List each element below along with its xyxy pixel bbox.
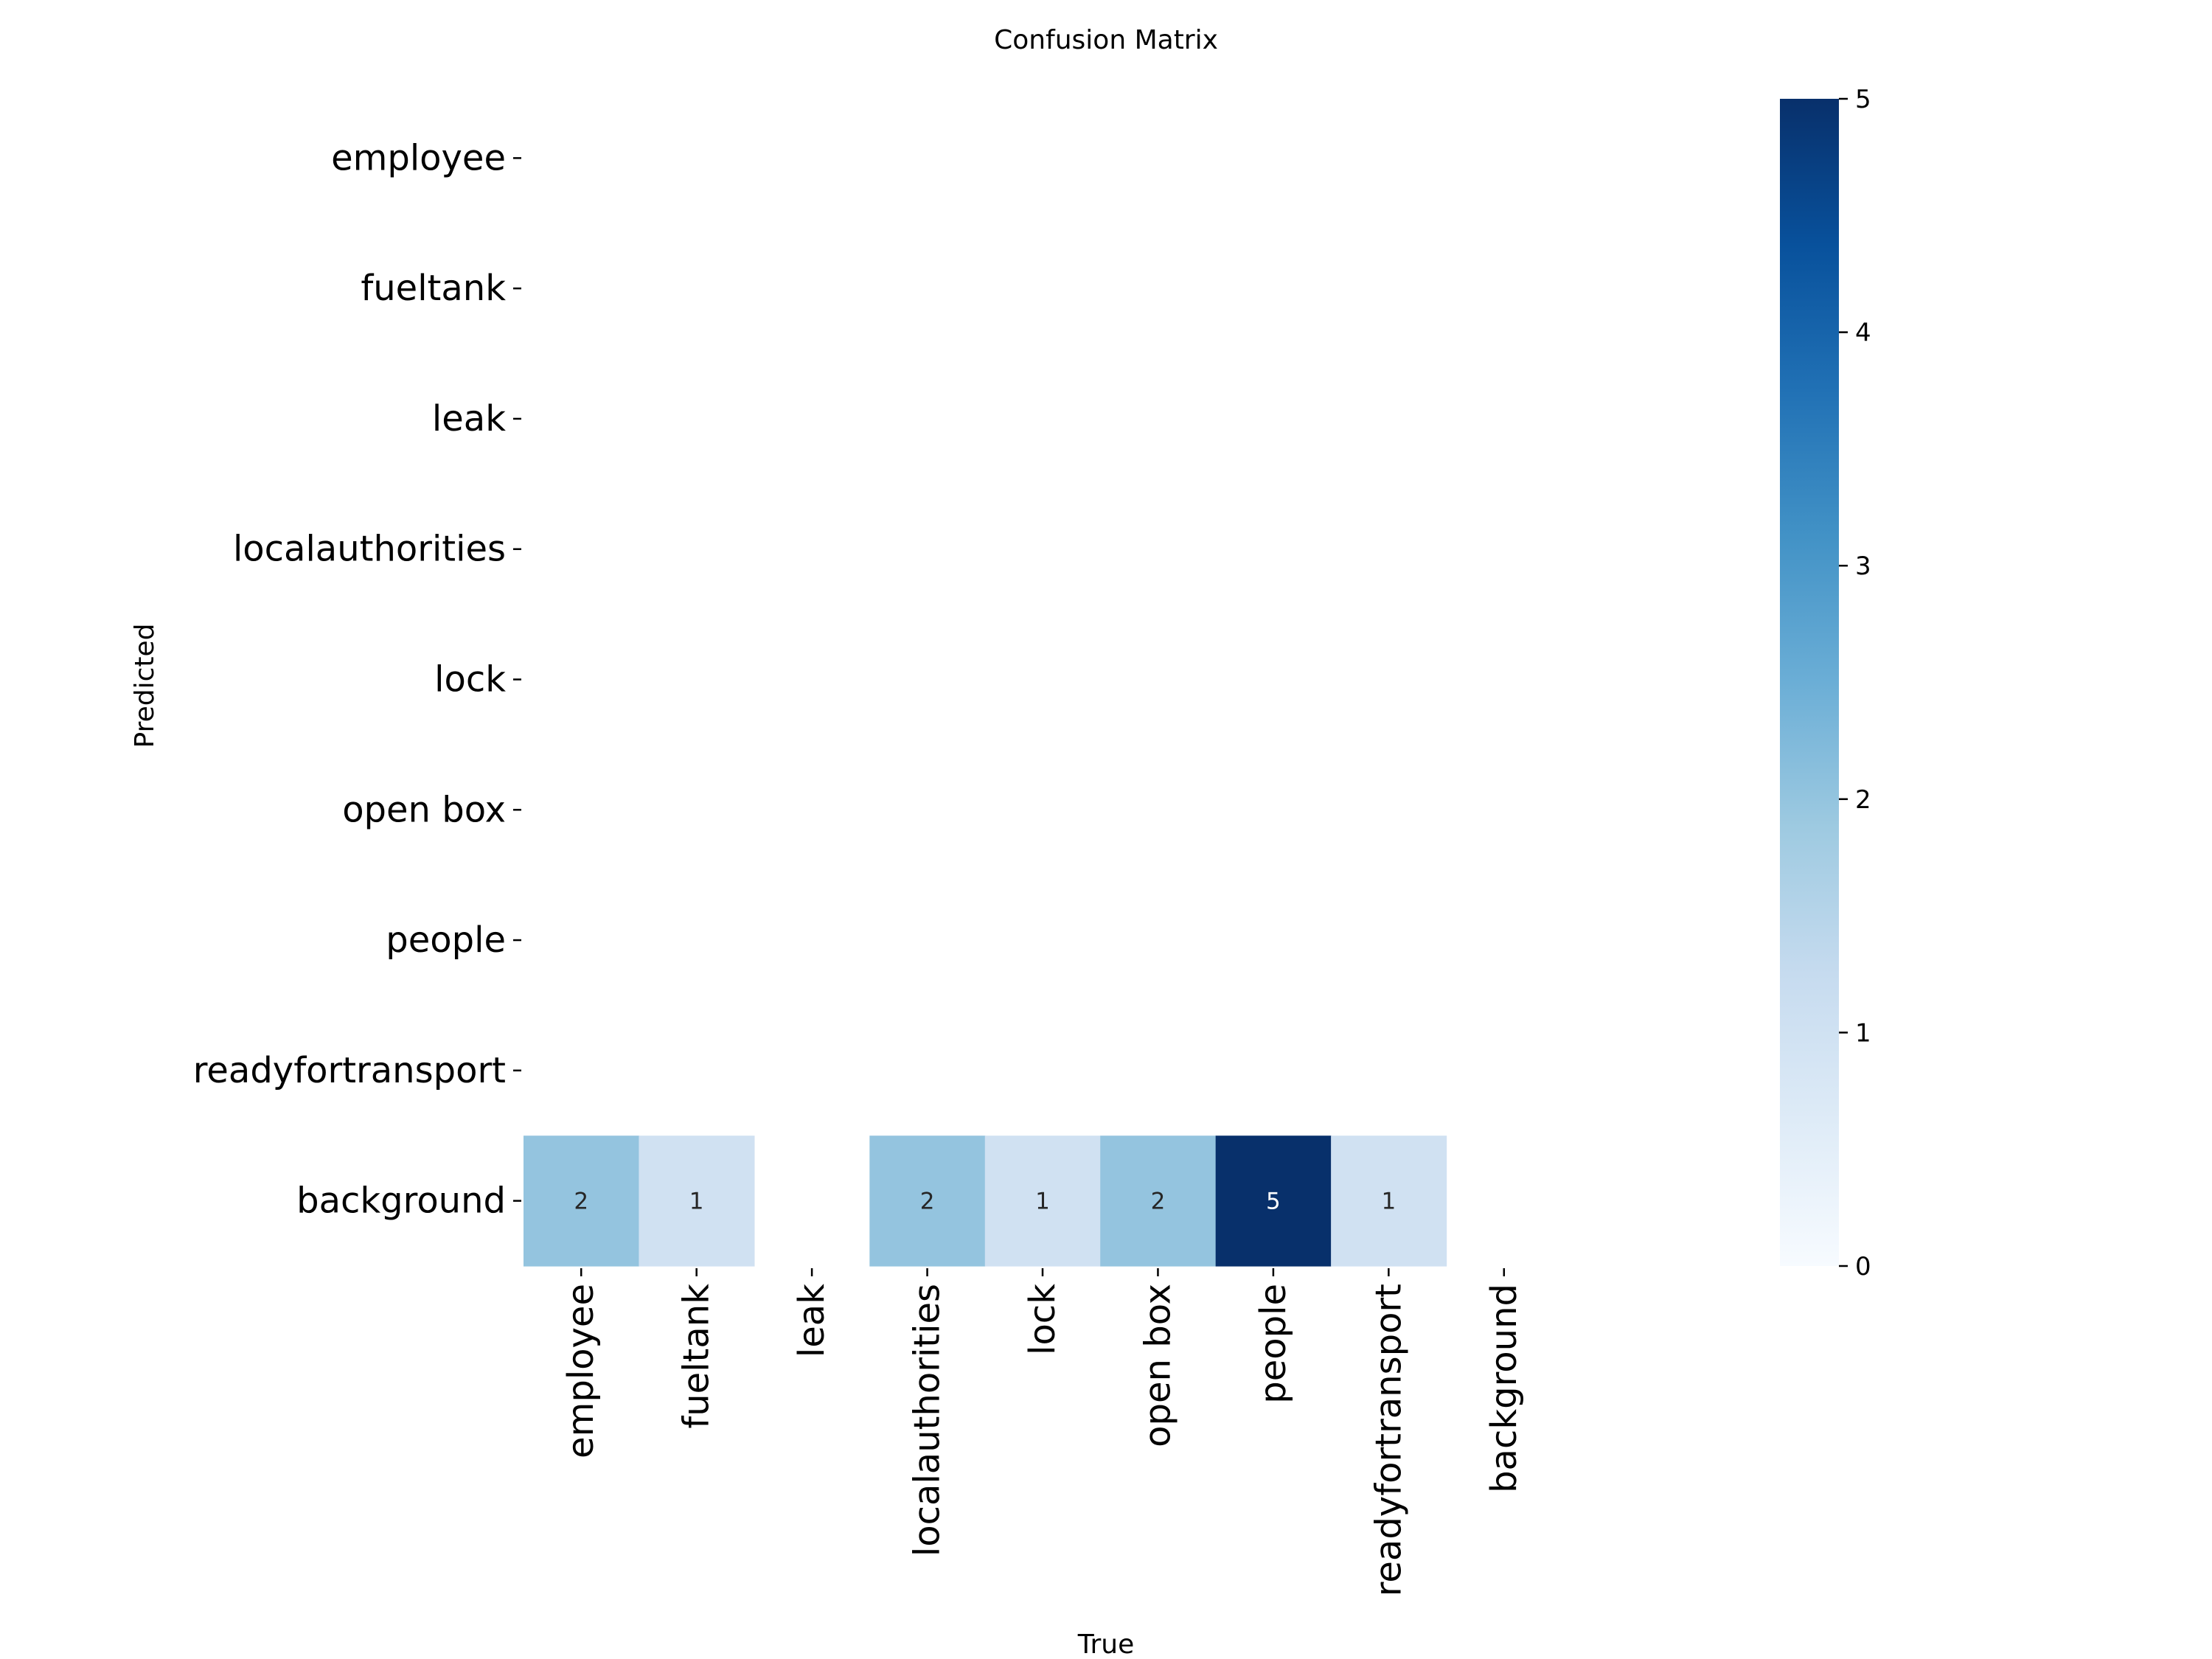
y-tick-label: background	[296, 1180, 506, 1222]
cell-value-label: 1	[689, 1189, 704, 1215]
cell-value-label: 2	[920, 1189, 935, 1215]
cell-value-label: 1	[1381, 1189, 1396, 1215]
x-tick-label: readyfortransport	[1368, 1284, 1409, 1596]
x-tick-label: open box	[1137, 1284, 1178, 1447]
cell-value-label: 2	[1151, 1189, 1166, 1215]
colorbar: 0 1 2 3 4 5	[1780, 85, 1871, 1281]
chart-title: Confusion Matrix	[994, 25, 1218, 55]
x-tick-label: leak	[791, 1284, 832, 1357]
heatmap-cell	[984, 1135, 1101, 1267]
y-axis-title: Predicted	[130, 624, 160, 748]
x-axis-ticks: employee fueltank leak localauthorities lock…	[560, 1268, 1525, 1596]
y-tick-label: open box	[342, 789, 506, 830]
y-tick-label: leak	[432, 398, 506, 439]
colorbar-tick-label: 2	[1855, 785, 1871, 815]
y-axis-ticks: employee fueltank leak localauthorities lock…	[193, 137, 521, 1222]
heatmap-cell	[1215, 1135, 1332, 1267]
colorbar-tick-label: 1	[1855, 1018, 1871, 1048]
cell-value-label: 5	[1266, 1189, 1281, 1215]
y-tick-label: localauthorities	[233, 529, 506, 570]
y-tick-label: fueltank	[361, 268, 506, 309]
heatmap-cells	[524, 1135, 1447, 1267]
x-tick-label: lock	[1022, 1284, 1063, 1355]
cell-labels: 2 1 2 1 2 5 1	[574, 1189, 1396, 1215]
heatmap-cell	[524, 1135, 640, 1267]
y-tick-label: people	[386, 919, 506, 961]
y-tick-label: lock	[434, 659, 506, 700]
heatmap-cell	[869, 1135, 986, 1267]
x-tick-label: fueltank	[676, 1284, 717, 1429]
heatmap-cell	[639, 1135, 755, 1267]
colorbar-tick-label: 5	[1855, 85, 1871, 114]
x-axis-title: True	[1077, 1630, 1134, 1659]
heatmap-cell	[1331, 1135, 1447, 1267]
x-tick-label: employee	[560, 1284, 602, 1458]
colorbar-ticks: 0 1 2 3 4 5	[1839, 85, 1871, 1281]
heatmap-cell	[1100, 1135, 1217, 1267]
y-tick-label: employee	[331, 137, 506, 178]
x-tick-label: background	[1484, 1284, 1525, 1493]
y-tick-label: readyfortransport	[193, 1050, 506, 1091]
cell-value-label: 1	[1035, 1189, 1050, 1215]
colorbar-tick-label: 4	[1855, 319, 1871, 348]
colorbar-tick-label: 0	[1855, 1252, 1871, 1281]
colorbar-gradient	[1780, 99, 1839, 1266]
cell-value-label: 2	[574, 1189, 588, 1215]
colorbar-tick-label: 3	[1855, 552, 1871, 581]
x-tick-label: people	[1253, 1284, 1294, 1404]
x-tick-label: localauthorities	[907, 1284, 948, 1557]
